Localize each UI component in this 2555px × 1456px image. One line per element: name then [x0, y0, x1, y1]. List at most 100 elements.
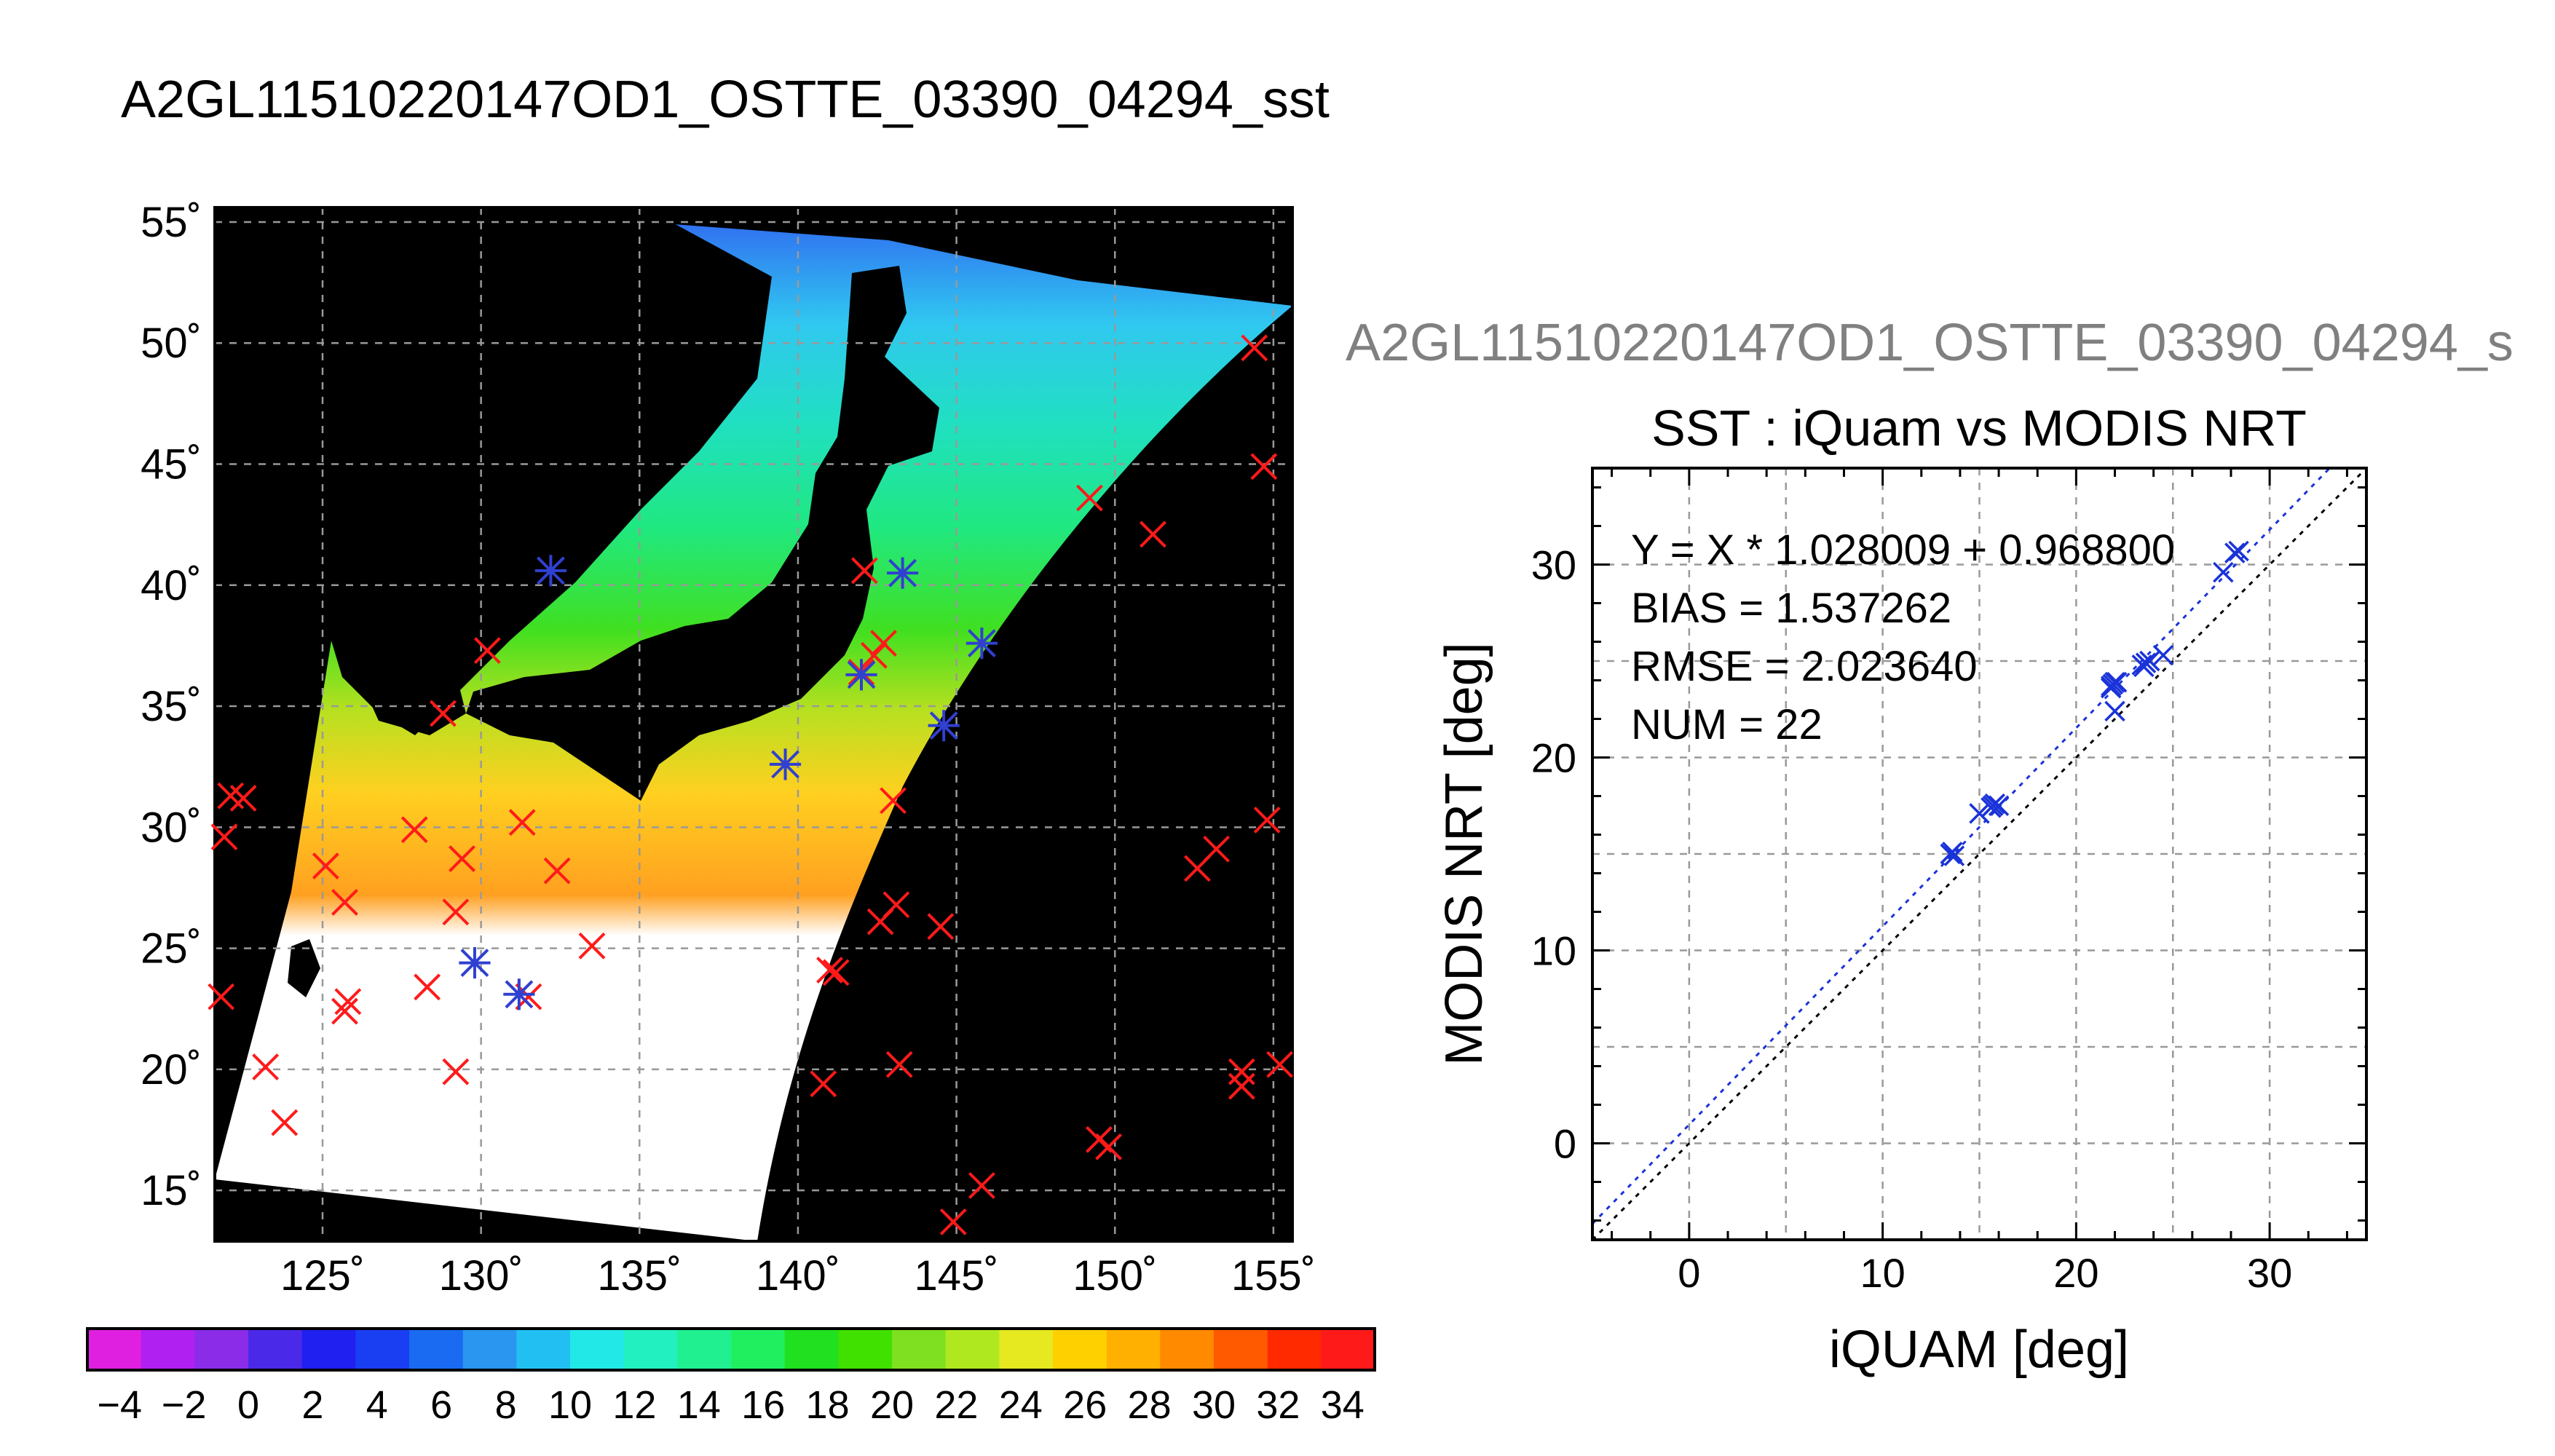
- matchup-marker-red-stroke-b: [1203, 835, 1230, 863]
- scatter-y-tick-label: 10: [1531, 928, 1576, 974]
- matchup-marker-red-stroke-b: [508, 809, 536, 836]
- matchup-marker-red: [442, 898, 470, 926]
- matchup-marker-red: [508, 809, 536, 836]
- colorbar-cell: [194, 1329, 249, 1370]
- colorbar-cell: [355, 1329, 410, 1370]
- matchup-marker-red: [1095, 1133, 1122, 1160]
- scatter-point: [1988, 795, 2010, 816]
- colorbar-tick-label: 26: [1063, 1383, 1107, 1427]
- matchup-marker-red: [822, 959, 850, 986]
- fit-statistics: Y = X * 1.028009 + 0.968800 BIAS = 1.5372…: [1631, 526, 2175, 748]
- scatter-x-tick-label: 0: [1678, 1250, 1700, 1296]
- matchup-marker-red-stroke-b: [1086, 1125, 1113, 1153]
- scatter-x-tick-label: 30: [2247, 1250, 2292, 1296]
- colorbar-tick-label: 12: [612, 1383, 656, 1427]
- matchup-marker-red: [252, 1053, 280, 1080]
- matchup-marker-red-stroke-b: [880, 787, 907, 815]
- colorbar-tick-label: 16: [741, 1383, 785, 1427]
- colorbar-tick-label: 30: [1192, 1383, 1236, 1427]
- matchup-marker-red-stroke-b: [850, 557, 878, 585]
- matchup-marker-red: [271, 1109, 299, 1136]
- matchup-marker-red: [442, 1058, 470, 1085]
- colorbar-tick-label: 0: [237, 1383, 259, 1427]
- matchup-marker-red: [334, 988, 362, 1016]
- matchup-marker-red: [1203, 835, 1230, 863]
- matchup-marker-red: [939, 1208, 967, 1235]
- scatter-point: [2106, 671, 2128, 693]
- scatter-point-stroke-b: [1982, 795, 2004, 816]
- fit-statistic-line: NUM = 22: [1631, 701, 1823, 748]
- matchup-marker-red: [1228, 1072, 1255, 1100]
- matchup-marker-red: [331, 997, 358, 1025]
- fit-statistic-line: Y = X * 1.028009 + 0.968800: [1631, 526, 2175, 574]
- map-lat-tick-label: 50˚: [141, 320, 202, 367]
- colorbar-tick-label: 4: [366, 1383, 388, 1427]
- scatter-point: [2104, 700, 2125, 722]
- scatter-x-tick-label: 10: [1860, 1250, 1905, 1296]
- matchup-marker-blue: [459, 946, 491, 979]
- matchup-marker-red-stroke-b: [870, 630, 897, 657]
- matchup-marker-red-stroke-b: [449, 845, 475, 872]
- colorbar-tick-label: 22: [934, 1383, 978, 1427]
- matchup-marker-red: [400, 816, 428, 844]
- matchup-marker-red-stroke-b: [1241, 334, 1268, 362]
- matchup-marker-red-stroke-b: [271, 1109, 299, 1136]
- matchup-marker-red: [1241, 334, 1268, 362]
- colorbar-cell: [462, 1329, 517, 1370]
- matchup-marker-blue: [769, 748, 802, 780]
- fit-line: [1592, 468, 2331, 1225]
- scatter-point-stroke-b: [1942, 842, 1963, 863]
- land-taiwan: [288, 939, 320, 997]
- scatter-plot: SST : iQuam vs MODIS NRT 0 10 20 300102030 …: [1435, 400, 2368, 1379]
- matchup-marker-red: [414, 973, 441, 1001]
- scatter-point-stroke-b: [1988, 795, 2010, 816]
- map-lon-tick-label: 145˚: [915, 1252, 999, 1299]
- map-lon-tick-label: 150˚: [1073, 1252, 1157, 1299]
- matchup-marker-red: [543, 857, 571, 885]
- map-lat-tick-label: 40˚: [141, 562, 202, 609]
- colorbar-cell: [248, 1329, 303, 1370]
- scatter-frame: [1591, 467, 2368, 1241]
- colorbar-tick-label: 8: [495, 1383, 517, 1427]
- colorbar-frame: [86, 1327, 1376, 1372]
- scatter-point-stroke-b: [2213, 561, 2234, 583]
- colorbar-cell: [677, 1329, 732, 1370]
- matchup-marker-red: [860, 641, 888, 669]
- matchup-marker-red: [968, 1172, 995, 1199]
- colorbar-cell: [623, 1329, 678, 1370]
- matchup-marker-red: [1140, 521, 1166, 548]
- map-lon-tick-label: 130˚: [439, 1252, 524, 1299]
- matchup-marker-red: [312, 852, 339, 879]
- map-lat-tick-label: 35˚: [141, 683, 202, 730]
- matchup-marker-red-stroke-b: [1253, 806, 1281, 834]
- scatter-title: SST : iQuam vs MODIS NRT: [1651, 400, 2307, 456]
- land-korea: [342, 626, 466, 735]
- matchup-marker-red-stroke-b: [1266, 1051, 1294, 1078]
- main-title: A2GL11510220147OD1_OSTTE_03390_04294_sst: [121, 71, 1330, 129]
- matchup-marker-red-stroke-b: [473, 637, 501, 664]
- matchup-marker-blue: [886, 557, 919, 589]
- colorbar-tick-label: 14: [677, 1383, 721, 1427]
- matchup-marker-blue: [928, 710, 960, 742]
- matchup-marker-red-stroke-b: [334, 988, 362, 1016]
- colorbar-tick-label: −2: [162, 1383, 207, 1427]
- map-lat-tick-label: 55˚: [141, 199, 202, 246]
- scatter-gridlines: [1592, 468, 2366, 1240]
- matchup-marker-red-stroke-b: [1095, 1133, 1122, 1160]
- scatter-y-tick-label: 20: [1531, 735, 1576, 781]
- matchup-marker-red-stroke-b: [543, 857, 571, 885]
- matchup-marker-red: [578, 932, 606, 960]
- map-lon-tick-label: 135˚: [597, 1252, 682, 1299]
- scatter-point-stroke-b: [2104, 671, 2125, 693]
- matchup-marker-blue: [534, 555, 567, 587]
- matchup-marker-red-stroke-b: [968, 1172, 995, 1199]
- matchup-marker-red-stroke-b: [217, 782, 245, 810]
- matchup-marker-red: [810, 1070, 837, 1098]
- colorbar-tick-label: 6: [430, 1383, 452, 1427]
- matchup-marker-red-stroke-b: [429, 700, 457, 727]
- scatter-point-stroke-b: [1943, 845, 1965, 866]
- colorbar-cell: [87, 1329, 142, 1370]
- colorbar-cell: [570, 1329, 625, 1370]
